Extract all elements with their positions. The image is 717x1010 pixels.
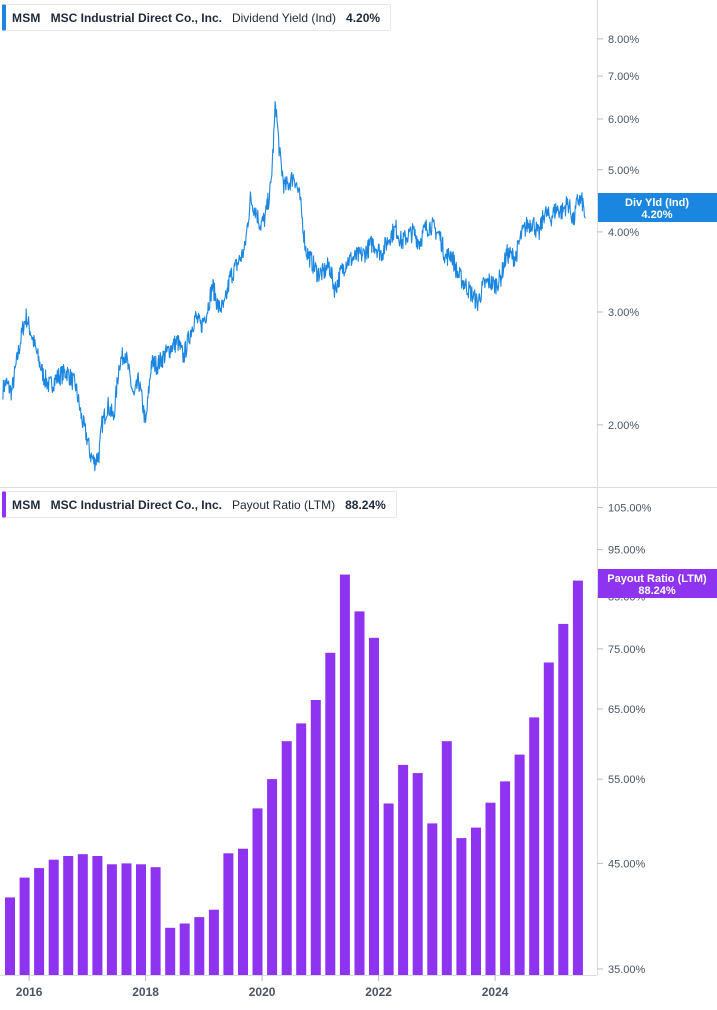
yield-badge-bg — [598, 193, 717, 222]
payout-bar — [223, 853, 234, 975]
payout-bar — [514, 754, 525, 975]
payout-current-badge: Payout Ratio (LTM) 88.24% — [598, 569, 717, 598]
payout-bar — [150, 867, 161, 975]
payout-y-tick-label: 45.00% — [608, 858, 646, 870]
payout-bar — [48, 859, 59, 975]
payout-bar — [267, 779, 278, 975]
payout-bar — [165, 927, 176, 975]
payout-bar — [471, 827, 481, 975]
payout-legend: MSM MSC Industrial Direct Co., Inc. Payo… — [2, 491, 397, 518]
yield-y-tick-label: 3.00% — [608, 307, 639, 319]
payout-legend-ticker: MSM — [12, 497, 41, 512]
payout-bar — [281, 741, 292, 975]
yield-y-tick-label: 5.00% — [608, 165, 639, 177]
payout-bar — [412, 773, 423, 975]
payout-bar — [383, 803, 394, 975]
x-tick-label: 2016 — [16, 985, 43, 999]
yield-current-badge: Div Yld (Ind) 4.20% — [598, 193, 717, 222]
payout-badge-line1: Payout Ratio (LTM) — [607, 573, 707, 585]
payout-bar — [543, 662, 554, 975]
payout-bar — [427, 823, 438, 975]
yield-legend-ticker: MSM — [12, 10, 41, 25]
yield-badge-line2: 4.20% — [641, 209, 672, 221]
payout-bar — [441, 741, 452, 975]
payout-bars — [5, 574, 583, 975]
payout-bar — [310, 700, 321, 975]
payout-bar — [456, 838, 467, 975]
yield-legend-metric: Dividend Yield (Ind) — [231, 10, 337, 25]
payout-bar — [369, 637, 379, 975]
yield-y-tick-label: 8.00% — [608, 34, 639, 46]
payout-bar — [194, 917, 205, 975]
payout-y-tick-label: 95.00% — [608, 545, 646, 557]
x-tick-label: 2018 — [132, 985, 159, 999]
payout-y-tick-label: 65.00% — [608, 704, 646, 716]
payout-legend-company: MSC Industrial Direct Co., Inc. — [50, 497, 222, 512]
yield-y-tick-label: 7.00% — [608, 71, 639, 83]
yield-y-tick-label: 4.00% — [608, 227, 639, 239]
payout-bar — [558, 623, 569, 975]
yield-y-tick-label: 2.00% — [608, 420, 639, 432]
yield-legend: MSM MSC Industrial Direct Co., Inc. Divi… — [2, 4, 392, 31]
payout-bar — [325, 652, 336, 975]
payout-bar — [500, 781, 511, 975]
payout-legend-metric: Payout Ratio (LTM) — [231, 497, 336, 512]
payout-bar — [63, 856, 74, 975]
payout-bar — [5, 897, 15, 975]
payout-legend-value: 88.24% — [345, 497, 386, 512]
payout-bar — [77, 854, 88, 975]
payout-bar — [572, 580, 583, 975]
payout-bar — [136, 864, 146, 975]
payout-bar — [92, 856, 103, 975]
payout-y-tick-label: 55.00% — [608, 774, 646, 786]
yield-legend-company: MSC Industrial Direct Co., Inc. — [50, 10, 222, 25]
payout-bar — [398, 764, 409, 975]
payout-bar — [354, 611, 365, 975]
payout-bar — [179, 923, 190, 975]
payout-badge-line2: 88.24% — [638, 585, 676, 597]
x-tick-label: 2024 — [482, 985, 509, 999]
payout-y-tick-label: 105.00% — [608, 503, 652, 515]
payout-bar — [529, 717, 540, 975]
payout-bar — [339, 574, 350, 975]
yield-series-line — [2, 101, 586, 472]
payout-bar — [296, 723, 307, 975]
x-tick-label: 2020 — [249, 985, 276, 999]
payout-y-tick-label: 75.00% — [608, 644, 646, 656]
payout-bar — [121, 863, 132, 975]
payout-bar — [106, 864, 117, 975]
payout-bar — [485, 802, 496, 975]
yield-y-axis: 2.00% 3.00% 4.00% 5.00% 6.00% 7.00% 8.00% — [597, 34, 639, 432]
payout-y-tick-label: 35.00% — [608, 964, 646, 976]
x-tick-label: 2022 — [365, 985, 392, 999]
payout-bar — [208, 909, 219, 975]
yield-legend-value: 4.20% — [346, 10, 381, 25]
yield-line-layer — [2, 101, 586, 472]
payout-bar — [238, 848, 248, 975]
yield-badge-line1: Div Yld (Ind) — [625, 197, 689, 209]
payout-bar — [252, 808, 263, 975]
yield-y-tick-label: 6.00% — [608, 114, 639, 126]
x-axis: 2016 2018 2020 2022 2024 — [16, 975, 509, 999]
payout-bar — [19, 877, 30, 975]
payout-badge-bg — [598, 569, 717, 598]
payout-bar — [34, 868, 45, 975]
